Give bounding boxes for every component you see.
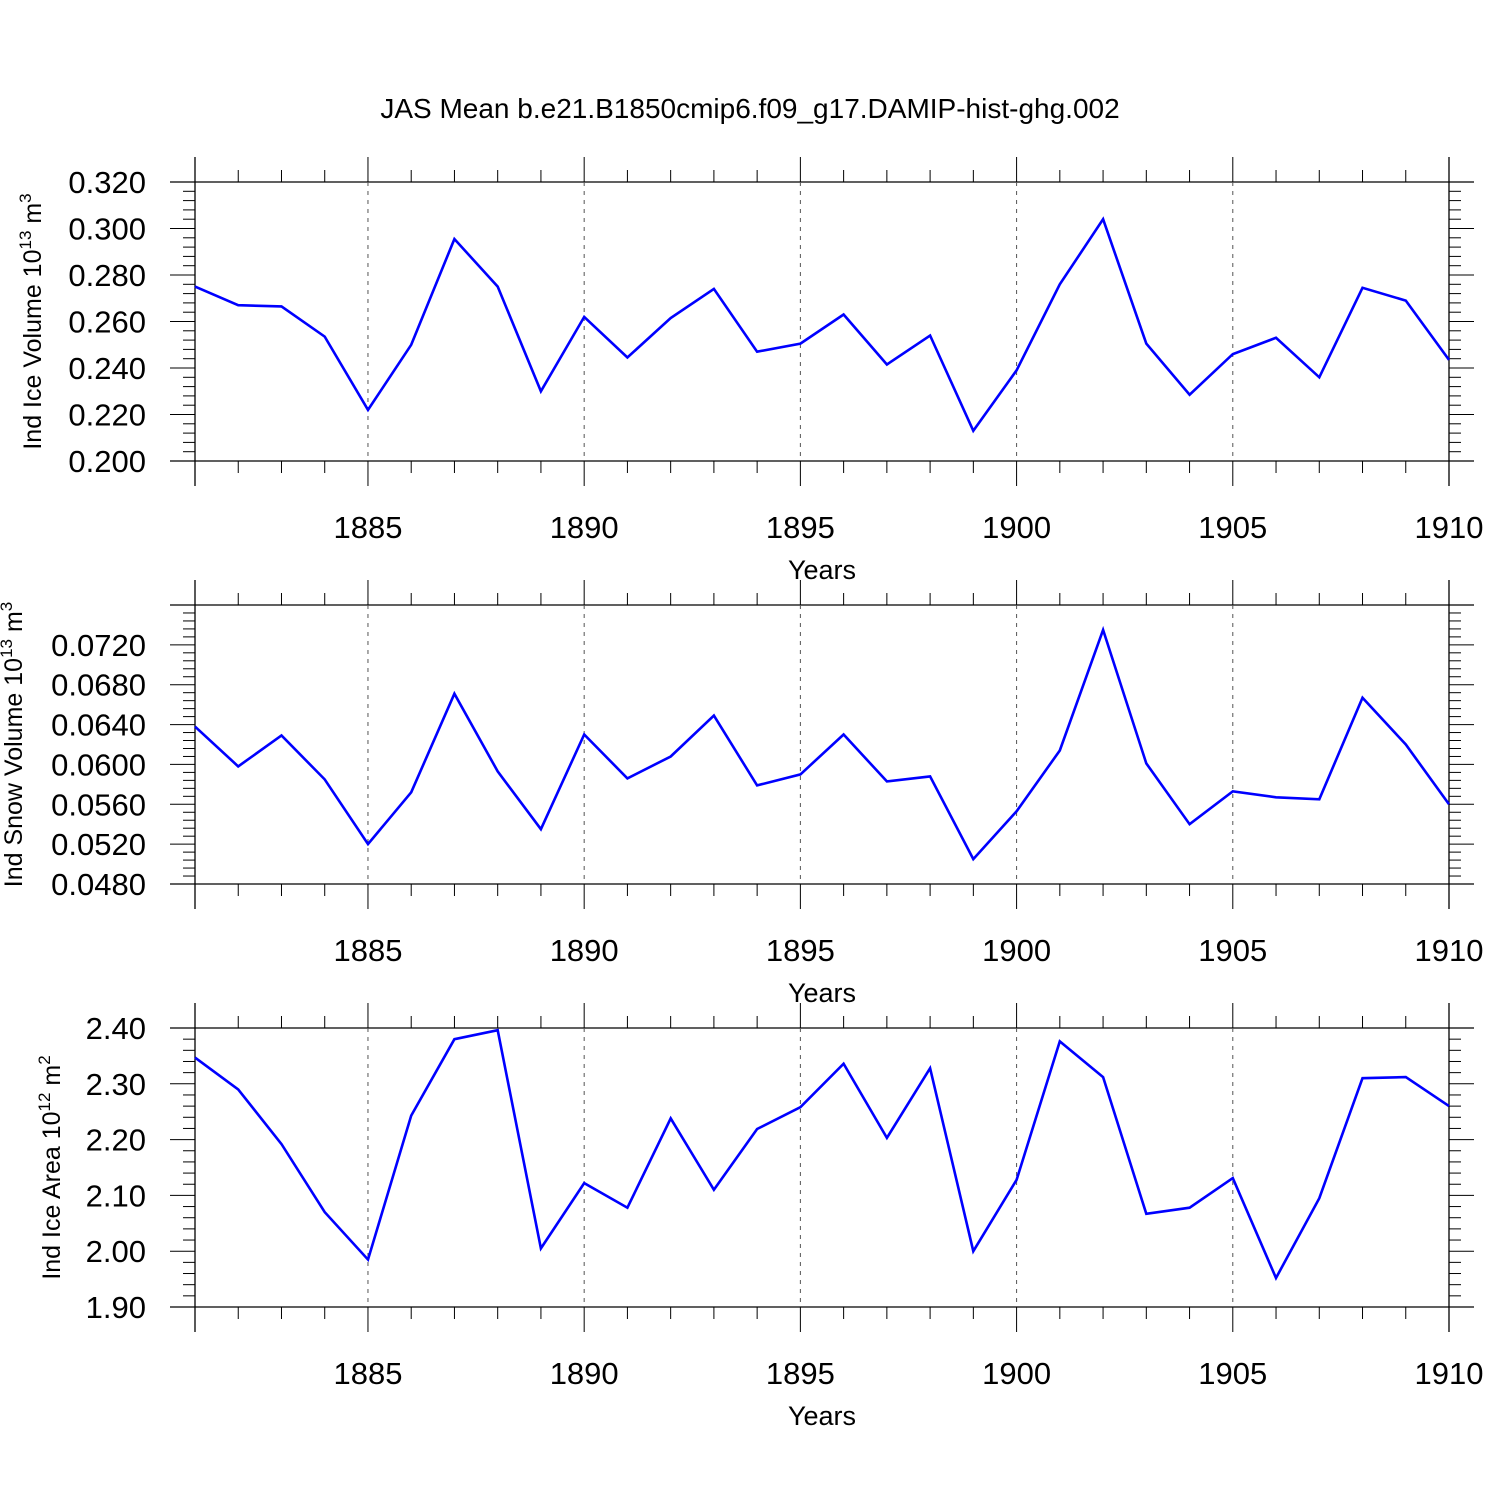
y-tick-label: 0.0600 — [51, 747, 146, 782]
y-tick-label: 0.260 — [68, 305, 146, 340]
y-tick-label: 2.30 — [86, 1067, 146, 1102]
figure-title: JAS Mean b.e21.B1850cmip6.f09_g17.DAMIP-… — [380, 93, 1119, 124]
x-tick-label: 1885 — [333, 510, 402, 545]
x-tick-label: 1895 — [766, 933, 835, 968]
x-tick-label: 1885 — [333, 1356, 402, 1391]
x-tick-label: 1895 — [766, 510, 835, 545]
x-tick-label: 1885 — [333, 933, 402, 968]
y-tick-label: 0.0640 — [51, 708, 146, 743]
x-tick-label: 1905 — [1198, 510, 1267, 545]
x-tick-label: 1890 — [550, 1356, 619, 1391]
y-tick-label: 2.20 — [86, 1123, 146, 1158]
x-tick-label: 1895 — [766, 1356, 835, 1391]
chart-panel-3: 1885 1890 1895 1900 1905 1910 Years 1.90 2.00 2.1… — [35, 1003, 1483, 1431]
series-line — [194, 216, 1451, 434]
x-tick-label: 1890 — [550, 510, 619, 545]
y-tick-label: 0.280 — [68, 258, 146, 293]
x-axis-label: Years — [788, 1401, 856, 1431]
y-tick-label: 0.0520 — [51, 827, 146, 862]
y-tick-label: 2.40 — [86, 1011, 146, 1046]
x-tick-label: 1910 — [1415, 510, 1484, 545]
y-axis-label: Ind Snow Volume 1013 m3 — [0, 602, 28, 888]
x-tick-label: 1900 — [982, 510, 1051, 545]
y-tick-label: 1.90 — [86, 1290, 146, 1325]
x-axis-label: Years — [788, 555, 856, 585]
y-tick-label: 2.00 — [86, 1234, 146, 1269]
y-tick-label: 0.0720 — [51, 628, 146, 663]
x-axis-label: Years — [788, 978, 856, 1008]
y-tick-label: 0.300 — [68, 212, 146, 247]
x-tick-label: 1910 — [1415, 1356, 1484, 1391]
y-tick-label: 0.220 — [68, 398, 146, 433]
panels: 1885 1890 1895 1900 1905 1910 Years 0.200 0.220 0… — [0, 157, 1483, 1431]
x-tick-label: 1905 — [1198, 1356, 1267, 1391]
series-line — [194, 1028, 1450, 1281]
x-tick-label: 1900 — [982, 933, 1051, 968]
y-tick-label: 0.200 — [68, 444, 146, 479]
y-tick-label: 2.10 — [86, 1178, 146, 1213]
chart-panel-2: 1885 1890 1895 1900 1905 1910 Years 0.0480 0.052… — [0, 580, 1483, 1008]
x-tick-label: 1910 — [1415, 933, 1484, 968]
y-tick-label: 0.0480 — [51, 867, 146, 902]
x-tick-label: 1890 — [550, 933, 619, 968]
y-tick-label: 0.0680 — [51, 668, 146, 703]
y-tick-label: 0.0560 — [51, 787, 146, 822]
y-axis-label: Ind Ice Volume 1013 m3 — [16, 193, 47, 449]
y-tick-label: 0.240 — [68, 351, 146, 386]
x-tick-label: 1905 — [1198, 933, 1267, 968]
series-line — [194, 625, 1451, 862]
y-tick-label: 0.320 — [68, 165, 146, 200]
y-axis-label: Ind Ice Area 1012 m2 — [35, 1055, 66, 1279]
chart-panel-1: 1885 1890 1895 1900 1905 1910 Years 0.200 0.220 0… — [16, 157, 1483, 585]
x-tick-label: 1900 — [982, 1356, 1051, 1391]
